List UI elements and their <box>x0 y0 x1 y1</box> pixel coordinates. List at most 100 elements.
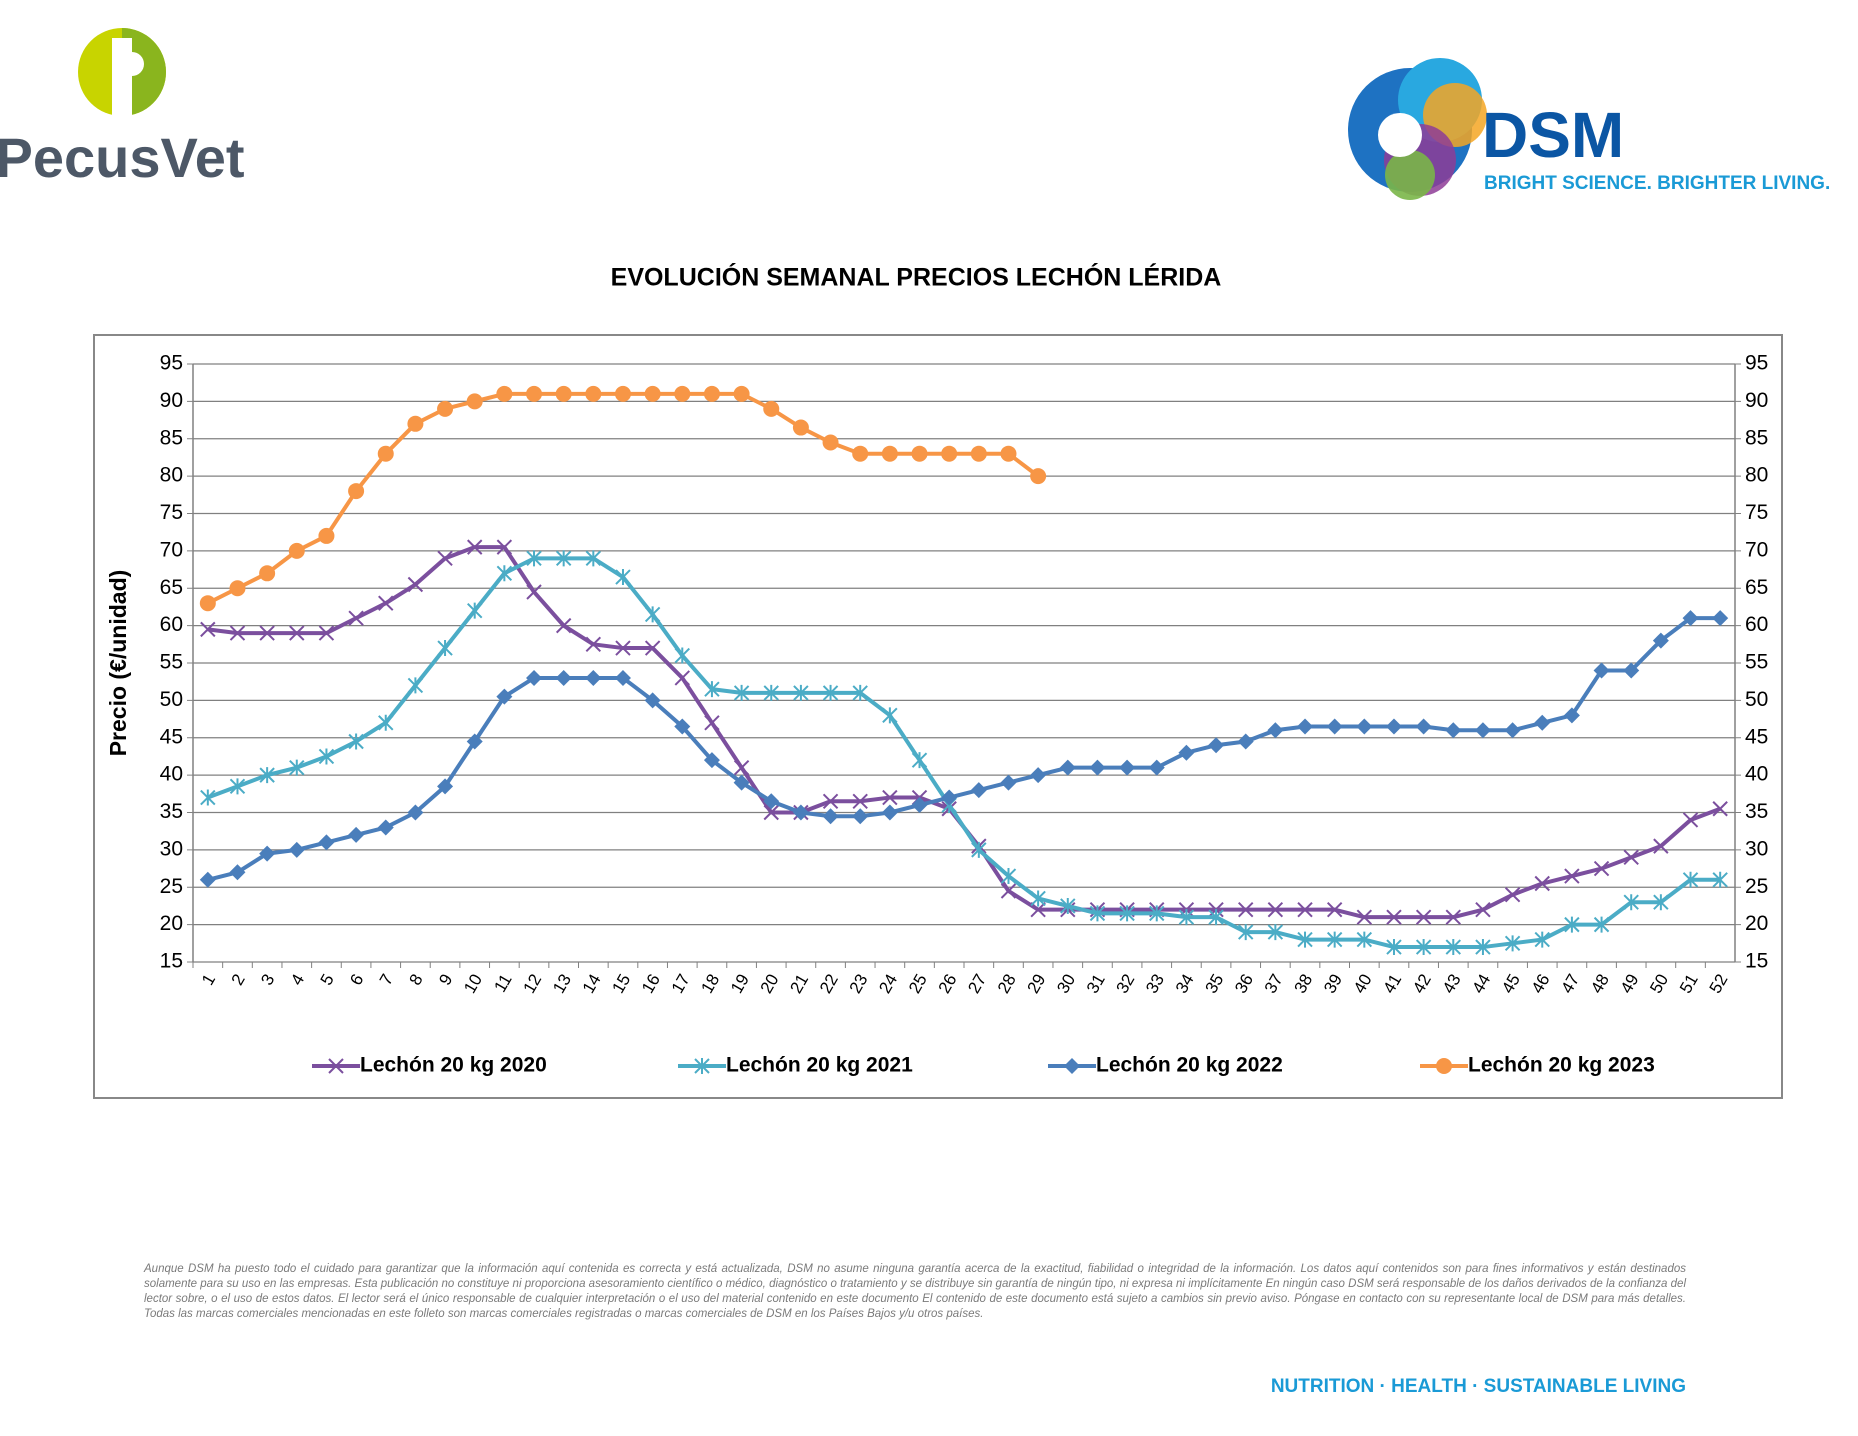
marker <box>229 580 246 597</box>
x-tick-label: 24 <box>875 971 901 997</box>
marker <box>1712 801 1728 817</box>
marker <box>792 804 809 821</box>
x-tick-label: 2 <box>228 971 249 989</box>
legend-label: Lechón 20 kg 2023 <box>1468 1054 1655 1077</box>
marker <box>1623 894 1639 911</box>
marker <box>1119 905 1135 922</box>
marker <box>437 400 454 417</box>
x-tick-label: 34 <box>1172 971 1198 997</box>
marker <box>1148 759 1165 776</box>
y2-tick-label: 60 <box>1745 613 1768 636</box>
x-tick-label: 22 <box>816 971 842 997</box>
marker <box>1712 610 1729 627</box>
x-tick-label: 43 <box>1439 971 1465 997</box>
marker <box>694 1058 710 1074</box>
y-axis-label: Precio (€/unidad) <box>105 570 131 757</box>
x-tick-label: 38 <box>1290 971 1316 997</box>
x-tick-label: 27 <box>964 971 990 997</box>
x-tick-label: 30 <box>1053 971 1079 997</box>
marker <box>1445 722 1462 739</box>
marker <box>555 617 572 634</box>
marker <box>1504 887 1521 903</box>
x-tick-label: 10 <box>460 971 486 997</box>
marker <box>614 385 631 402</box>
x-tick-label: 46 <box>1528 971 1554 997</box>
x-tick-label: 52 <box>1706 971 1732 997</box>
x-tick-label: 37 <box>1261 971 1287 997</box>
marker <box>348 483 365 500</box>
marker <box>1326 718 1343 735</box>
y-tick-label: 15 <box>160 950 183 973</box>
marker <box>1436 1058 1452 1074</box>
marker <box>822 808 839 825</box>
marker <box>1682 812 1699 828</box>
y2-tick-label: 70 <box>1745 538 1768 561</box>
x-tick-label: 42 <box>1409 971 1435 997</box>
marker <box>1030 901 1046 918</box>
marker <box>407 415 424 432</box>
x-tick-label: 25 <box>905 971 931 997</box>
y-tick-label: 85 <box>160 426 183 449</box>
marker <box>288 542 305 559</box>
marker <box>555 385 572 402</box>
marker <box>229 778 246 795</box>
marker <box>1386 909 1402 925</box>
marker <box>1208 737 1225 754</box>
marker <box>585 636 602 653</box>
marker <box>288 841 305 858</box>
marker <box>1238 924 1254 941</box>
marker <box>1000 883 1017 899</box>
y-tick-label: 70 <box>160 538 183 561</box>
marker <box>1712 871 1728 888</box>
marker <box>792 419 809 436</box>
x-tick-label: 51 <box>1676 971 1702 997</box>
marker <box>437 778 454 795</box>
marker <box>467 539 483 555</box>
marker <box>496 688 513 705</box>
marker <box>1059 759 1076 776</box>
marker <box>882 707 898 724</box>
x-tick-label: 1 <box>198 971 219 989</box>
footer: NUTRITION · HEALTH · SUSTAINABLE LIVING <box>1270 1376 1686 1397</box>
marker <box>526 669 543 686</box>
marker <box>199 871 216 888</box>
marker <box>674 718 691 735</box>
marker <box>1475 901 1491 918</box>
y-tick-label: 35 <box>160 800 183 823</box>
x-tick-label: 49 <box>1617 971 1643 997</box>
marker <box>259 767 275 784</box>
x-tick-label: 23 <box>846 971 872 997</box>
marker <box>1593 860 1610 877</box>
marker <box>555 550 572 567</box>
marker <box>496 385 513 402</box>
marker <box>407 576 424 593</box>
marker <box>644 606 661 623</box>
marker <box>1623 849 1639 866</box>
marker <box>881 804 898 821</box>
marker <box>1593 916 1610 933</box>
marker <box>318 527 335 544</box>
marker <box>1030 890 1046 907</box>
marker <box>1593 662 1610 679</box>
marker <box>318 625 335 641</box>
x-tick-label: 5 <box>317 971 338 989</box>
marker <box>1445 939 1461 956</box>
x-tick-label: 50 <box>1646 971 1672 997</box>
marker <box>199 595 216 612</box>
marker <box>1119 759 1136 776</box>
x-tick-label: 4 <box>287 971 308 989</box>
marker <box>1089 905 1106 922</box>
marker <box>882 789 898 806</box>
marker <box>1030 468 1047 485</box>
disclaimer: Aunque DSM ha puesto todo el cuidado par… <box>144 1263 1686 1320</box>
x-tick-label: 33 <box>1142 971 1168 997</box>
marker <box>1534 714 1551 731</box>
marker <box>1000 774 1017 791</box>
x-tick-label: 36 <box>1231 971 1257 997</box>
y-tick-label: 60 <box>160 613 183 636</box>
marker <box>911 752 928 769</box>
marker <box>259 625 275 641</box>
marker <box>733 774 750 791</box>
y-tick-label: 55 <box>160 651 183 674</box>
y-tick-label: 40 <box>160 763 183 786</box>
